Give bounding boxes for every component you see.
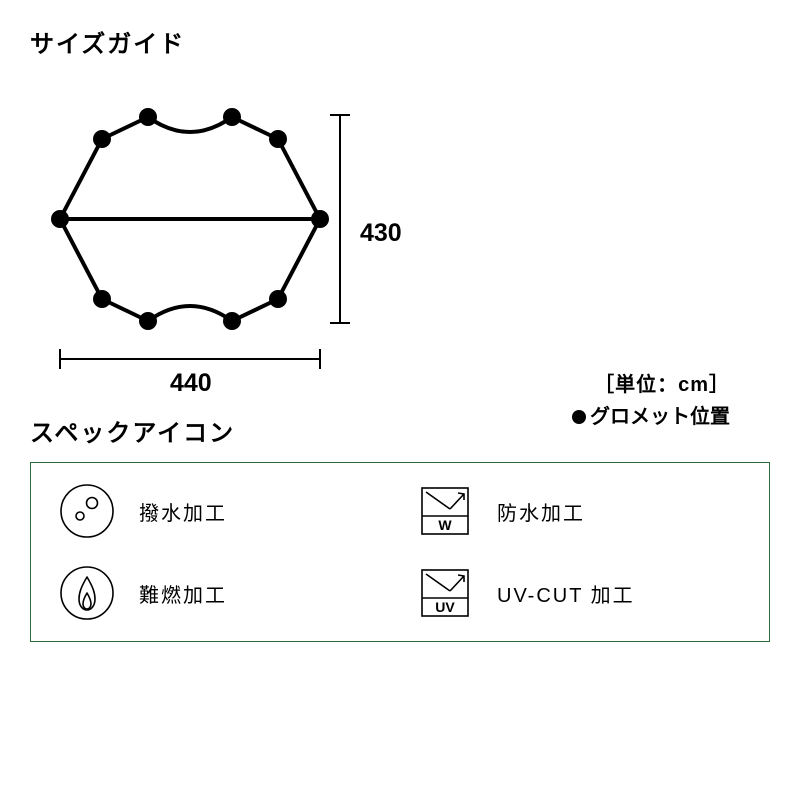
spec-item-uv-cut: UV UV-CUT 加工 — [415, 563, 743, 623]
legend-grommet-label: グロメット位置 — [590, 401, 730, 433]
legend-unit: ［単位：cm］ — [572, 369, 730, 401]
spec-item-water-repellent: 撥水加工 — [57, 481, 385, 541]
size-diagram-svg — [40, 69, 380, 399]
spec-icons-box: 撥水加工 W 防水加工難燃加工 UV UV-CUT 加工 — [30, 462, 770, 642]
dimension-width-value: 440 — [170, 369, 212, 398]
size-legend: ［単位：cm］ グロメット位置 — [572, 369, 730, 433]
spec-item-label: UV-CUT 加工 — [497, 579, 635, 608]
dimension-height-value: 430 — [360, 219, 402, 248]
spec-item-waterproof: W 防水加工 — [415, 481, 743, 541]
size-diagram: 430 440 ［単位：cm］ グロメット位置 — [30, 69, 770, 409]
spec-item-flame-retardant: 難燃加工 — [57, 563, 385, 623]
flame-retardant-icon — [57, 563, 117, 623]
grommet-dot-icon — [572, 410, 586, 424]
size-guide-title: サイズガイド — [30, 24, 770, 59]
waterproof-icon: W — [415, 481, 475, 541]
spec-item-label: 防水加工 — [497, 497, 585, 526]
uv-cut-icon: UV — [415, 563, 475, 623]
svg-text:W: W — [438, 517, 452, 533]
spec-item-label: 撥水加工 — [139, 497, 227, 526]
water-repellent-icon — [57, 481, 117, 541]
spec-item-label: 難燃加工 — [139, 579, 227, 608]
svg-text:UV: UV — [435, 599, 455, 615]
